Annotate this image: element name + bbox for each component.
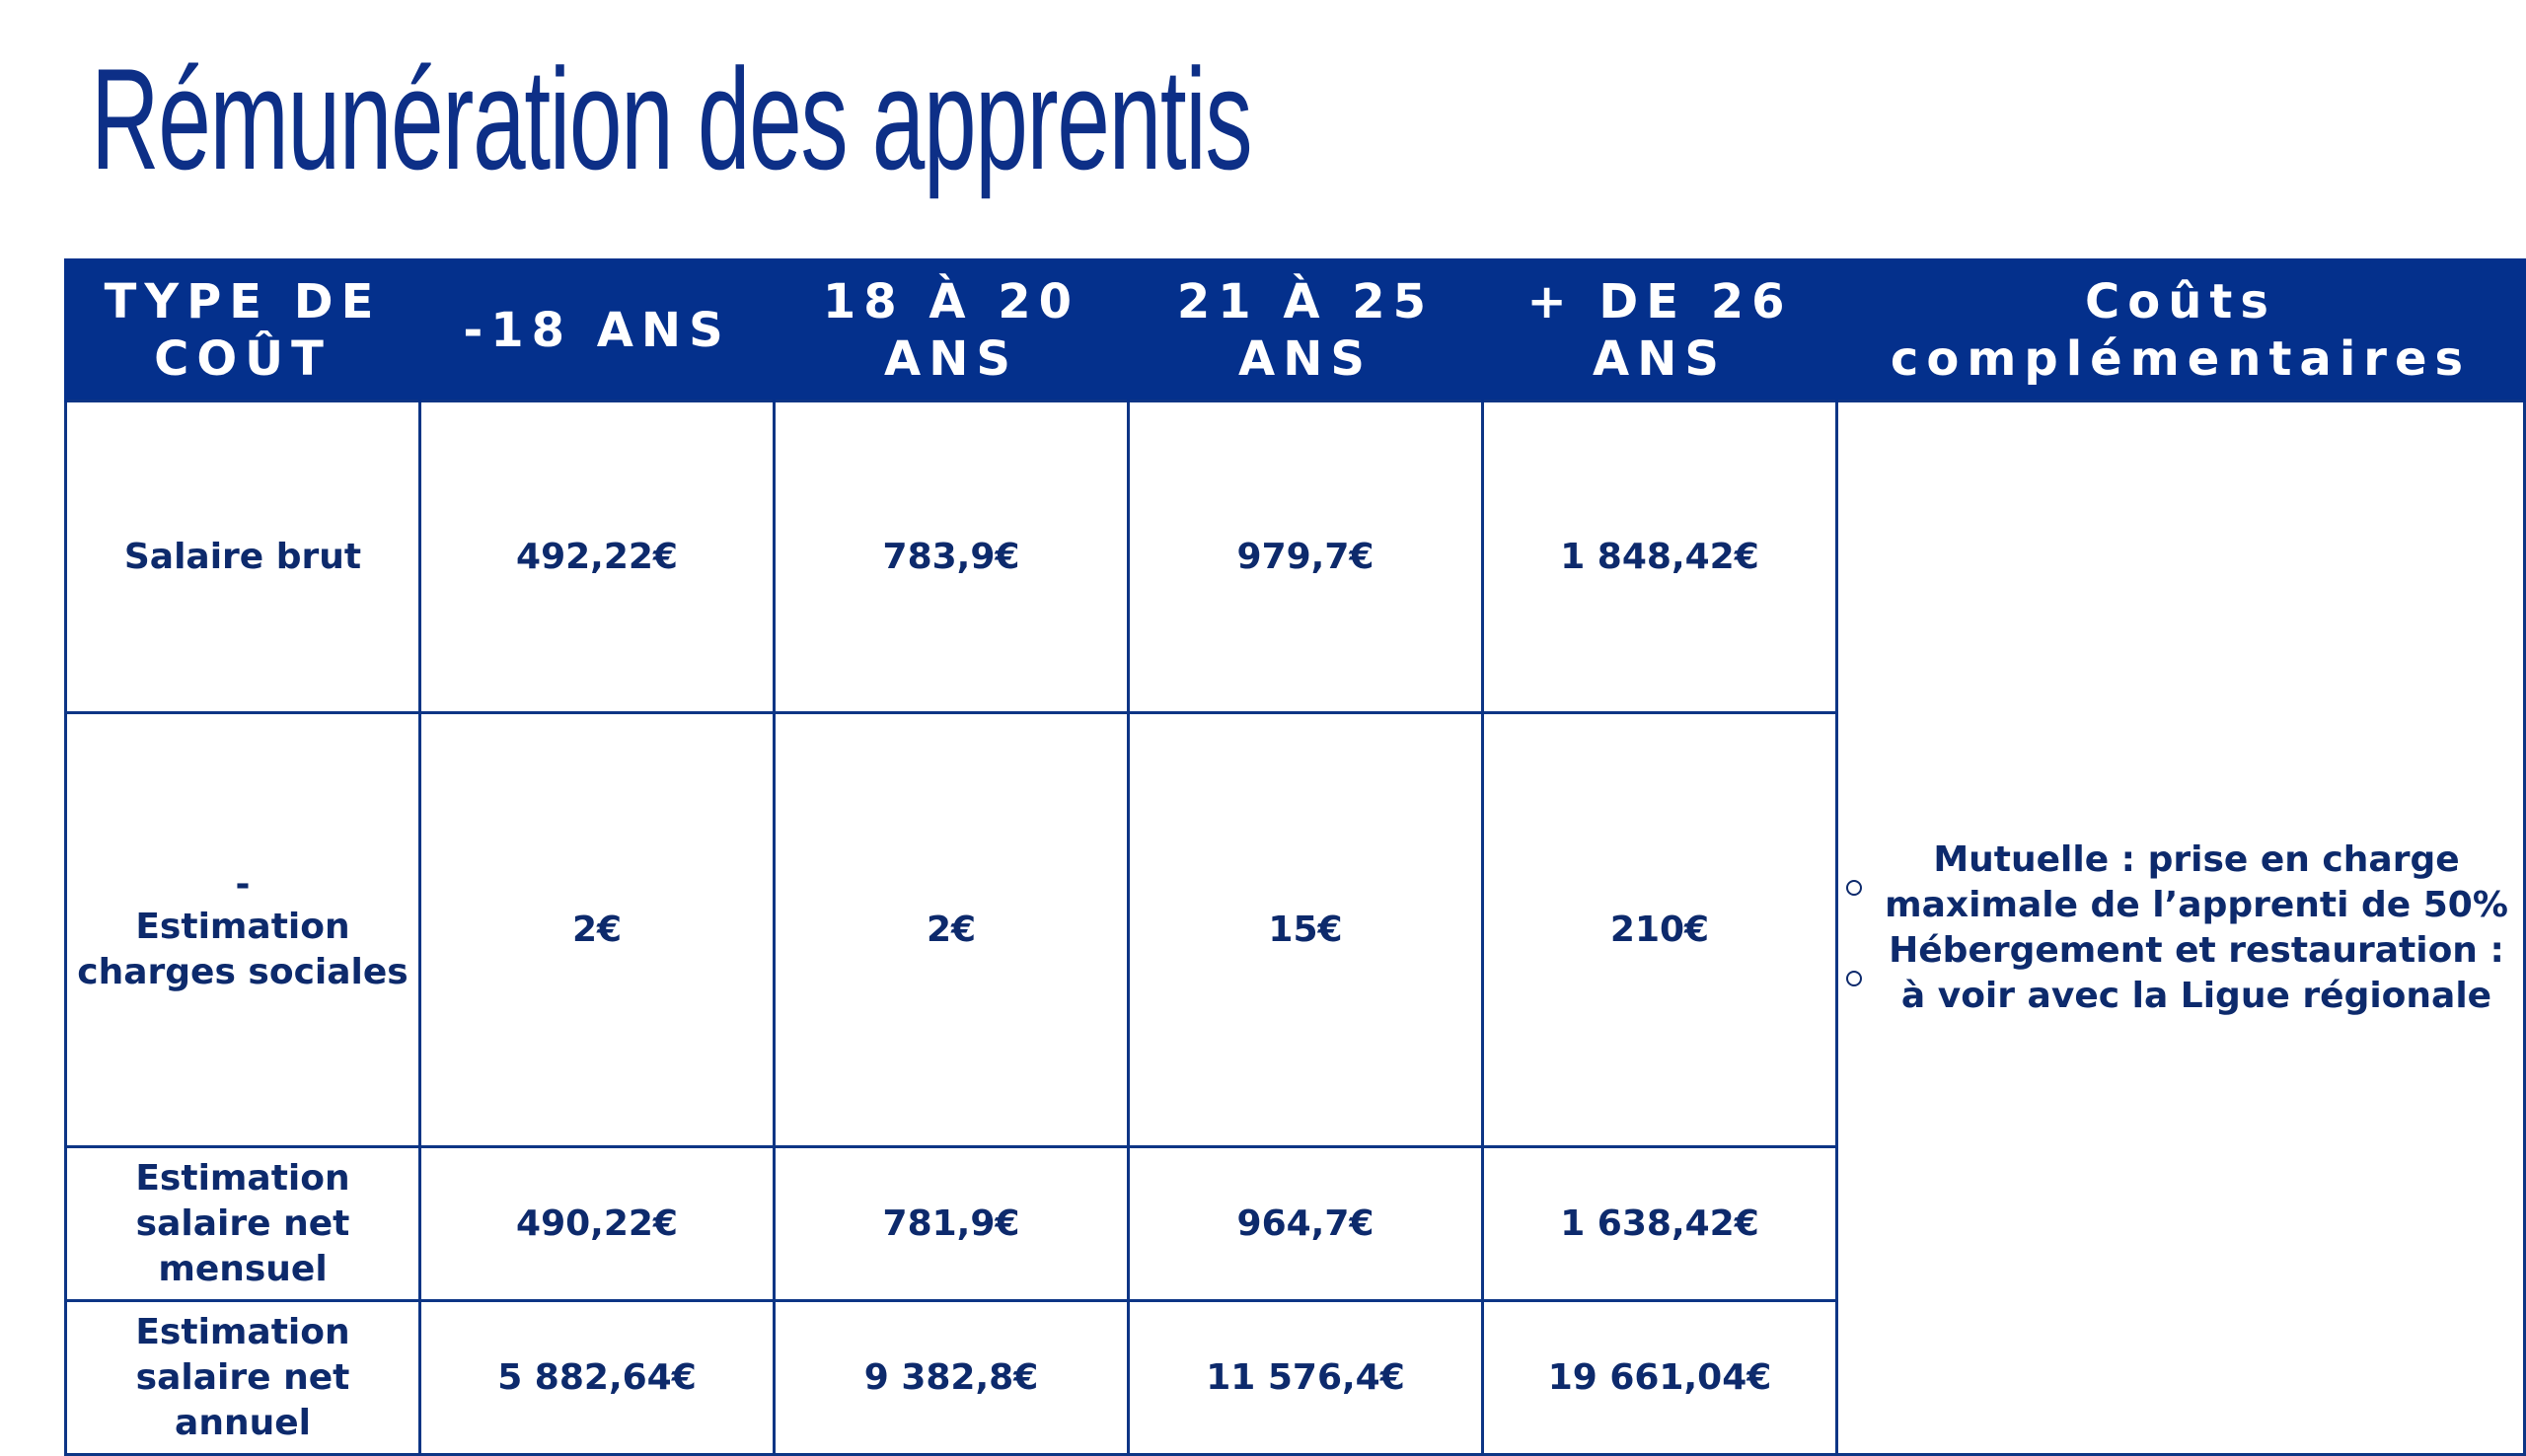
row-label-charges-sociales: - Estimation charges sociales [64,711,421,1148]
table-cell: 15€ [1127,711,1484,1148]
table-row-net-annuel: Estimation salaire net annuel 5 882,64€ … [64,1299,2525,1456]
table-cell: 11 576,4€ [1127,1299,1484,1456]
row-label-net-mensuel: Estimation salaire net mensuel [64,1145,421,1302]
header-type-de-cout: TYPE DE COÛT [64,258,421,401]
header-18-a-20-ans: 18 À 20 ANS [773,258,1130,401]
page-title: Rémunération des apprentis [91,38,1253,199]
hebergement-label: Hébergement et restauration : [1889,929,2504,971]
row-label-text: Estimation charges sociales [77,906,409,992]
table-cell: 2€ [773,711,1130,1148]
couts-complementaires-cell: Mutuelle : prise en charge maximale de l… [1835,400,2526,1456]
remuneration-table: TYPE DE COÛT -18 ANS 18 À 20 ANS 21 À 25… [64,258,2526,1456]
hebergement-text: à voir avec la Ligue régionale [1900,975,2492,1016]
dash-prefix: - [235,863,251,905]
table-cell: 9 382,8€ [773,1299,1130,1456]
table-row-charges-sociales: - Estimation charges sociales 2€ 2€ 15€ … [64,711,2525,1148]
table-cell: 781,9€ [773,1145,1130,1302]
header-21-a-25-ans: 21 À 25 ANS [1127,258,1484,401]
table-cell: 210€ [1481,711,1838,1148]
table-cell: 964,7€ [1127,1145,1484,1302]
row-label-salaire-brut: Salaire brut [64,400,421,714]
table-cell: 492,22€ [418,400,776,714]
table-cell: 1 848,42€ [1481,400,1838,714]
table-header-row: TYPE DE COÛT -18 ANS 18 À 20 ANS 21 À 25… [64,258,2526,401]
mutuelle-label: Mutuelle : [1933,838,2136,880]
bullet-circle-icon [1846,970,1862,986]
bullet-circle-icon [1846,879,1862,896]
row-label-net-annuel: Estimation salaire net annuel [64,1299,421,1456]
table-cell: 2€ [418,711,776,1148]
header-moins-18-ans: -18 ANS [418,258,776,401]
table-cell: 979,7€ [1127,400,1484,714]
mutuelle-text: prise en charge maximale de l’apprenti d… [1885,838,2508,925]
table-cell: 783,9€ [773,400,1130,714]
table-row-salaire-brut: Salaire brut 492,22€ 783,9€ 979,7€ 1 848… [64,400,2526,1456]
table-row-net-mensuel: Estimation salaire net mensuel 490,22€ 7… [64,1145,2525,1302]
complementary-item-mutuelle: Mutuelle : prise en charge maximale de l… [1846,837,2515,928]
table-cell: 1 638,42€ [1481,1145,1838,1302]
table-cell: 5 882,64€ [418,1299,776,1456]
header-couts-complementaires: Coûts complémentaires [1835,258,2526,401]
header-plus-de-26-ans: + DE 26 ANS [1481,258,1838,401]
table-cell: 19 661,04€ [1481,1299,1838,1456]
table-cell: 490,22€ [418,1145,776,1302]
complementary-item-hebergement: Hébergement et restauration : à voir ave… [1846,928,2515,1019]
